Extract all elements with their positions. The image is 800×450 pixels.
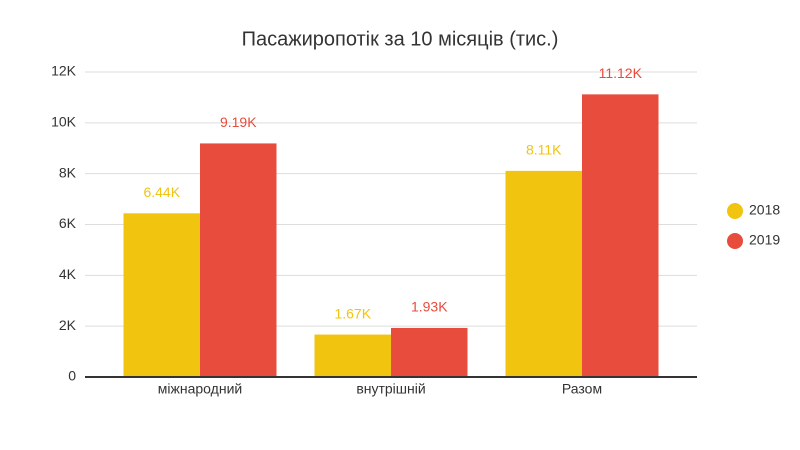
legend-label: 2018 bbox=[749, 202, 780, 218]
y-tick-label: 6K bbox=[59, 215, 77, 231]
y-tick-label: 8K bbox=[59, 164, 77, 180]
bar bbox=[582, 94, 659, 377]
y-tick-label: 0 bbox=[68, 368, 76, 384]
y-tick-label: 12K bbox=[51, 63, 77, 79]
value-label: 9.19K bbox=[220, 114, 257, 130]
bar bbox=[505, 170, 582, 377]
x-tick-label: Разом bbox=[562, 381, 602, 397]
bar bbox=[314, 334, 391, 377]
x-tick-label: міжнародний bbox=[158, 381, 242, 397]
legend-marker bbox=[727, 203, 743, 219]
value-label: 1.93K bbox=[411, 299, 448, 315]
y-tick-label: 10K bbox=[51, 114, 77, 130]
chart-title: Пасажиропотік за 10 місяців (тис.) bbox=[242, 28, 559, 50]
value-label: 6.44K bbox=[143, 184, 180, 200]
bar bbox=[391, 327, 468, 377]
x-tick-label: внутрішній bbox=[356, 381, 425, 397]
legend-marker bbox=[727, 233, 743, 249]
legend-label: 2019 bbox=[749, 232, 780, 248]
bar bbox=[200, 143, 277, 377]
value-label: 1.67K bbox=[334, 305, 371, 321]
value-label: 11.12K bbox=[599, 65, 643, 81]
bar bbox=[123, 213, 200, 377]
value-label: 8.11K bbox=[526, 142, 562, 158]
y-tick-label: 2K bbox=[59, 317, 77, 333]
y-tick-label: 4K bbox=[59, 266, 77, 282]
